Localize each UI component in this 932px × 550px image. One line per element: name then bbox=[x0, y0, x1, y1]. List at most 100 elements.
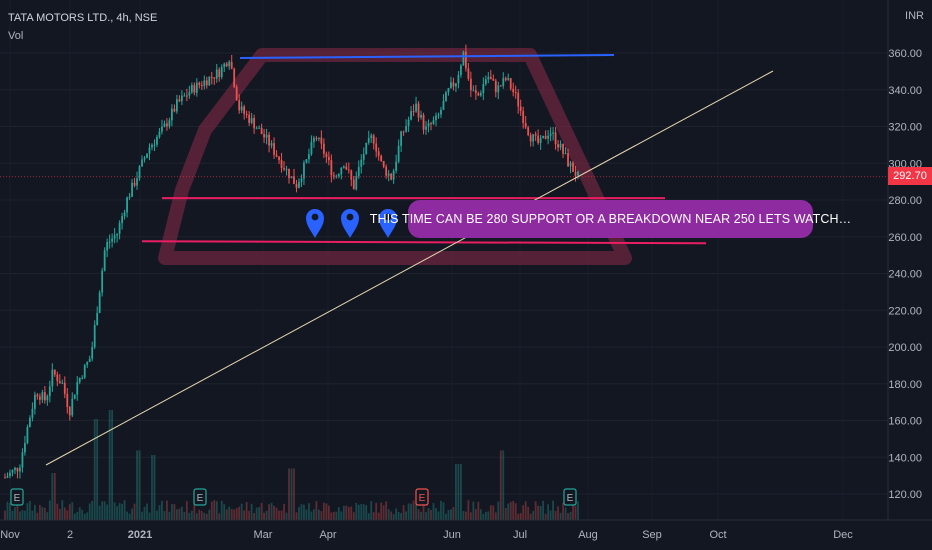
volume-bar bbox=[320, 511, 323, 520]
volume-bar bbox=[447, 509, 450, 520]
candle-body bbox=[223, 63, 226, 68]
volume-bar bbox=[430, 509, 432, 520]
candle-body bbox=[382, 160, 385, 167]
candle-body bbox=[46, 396, 49, 401]
candle-body bbox=[285, 168, 288, 170]
volume-bar bbox=[123, 500, 126, 520]
volume-bar bbox=[562, 502, 564, 520]
volume-bar bbox=[370, 501, 373, 520]
volume-bar bbox=[88, 503, 91, 520]
candle-body bbox=[263, 134, 265, 138]
earnings-e-icon[interactable]: E bbox=[193, 488, 207, 506]
volume-bar bbox=[113, 502, 116, 520]
volume-bar bbox=[337, 507, 340, 520]
candle-body bbox=[280, 160, 283, 169]
candle-body bbox=[544, 135, 547, 139]
candle-body bbox=[559, 143, 562, 148]
candle-body bbox=[6, 476, 9, 478]
volume-bar bbox=[387, 509, 390, 520]
candle-body bbox=[325, 153, 328, 158]
candle-body bbox=[183, 95, 186, 97]
candle-body bbox=[36, 394, 39, 397]
candle-body bbox=[143, 157, 146, 160]
volume-bar bbox=[322, 502, 325, 520]
candle-body bbox=[61, 382, 64, 384]
volume-bar bbox=[484, 511, 487, 520]
candle-body bbox=[133, 182, 136, 186]
volume-bar bbox=[537, 505, 540, 520]
volume-bar bbox=[410, 503, 412, 520]
volume-bar bbox=[397, 511, 400, 520]
currency-label[interactable]: INR bbox=[905, 10, 924, 22]
volume-bar bbox=[332, 511, 335, 520]
pin-hole bbox=[384, 213, 392, 221]
candle-body bbox=[452, 82, 455, 87]
candle-body bbox=[255, 128, 258, 130]
volume-bar bbox=[131, 508, 133, 520]
candle-body bbox=[128, 196, 131, 198]
candle-body bbox=[180, 95, 183, 102]
candle-body bbox=[567, 153, 569, 167]
current-price-value: 292.70 bbox=[893, 170, 927, 182]
candle-body bbox=[577, 171, 579, 176]
candle-body bbox=[455, 83, 457, 87]
x-tick-label: Apr bbox=[319, 529, 336, 541]
candle-body bbox=[38, 396, 41, 400]
volume-bar bbox=[9, 503, 11, 520]
volume-bar bbox=[350, 506, 353, 520]
volume-bar bbox=[432, 503, 435, 520]
candle-body bbox=[507, 78, 510, 80]
candle-body bbox=[173, 108, 176, 112]
location-pin-icon[interactable] bbox=[341, 209, 359, 238]
pin-shape bbox=[341, 209, 359, 238]
volume-bar bbox=[303, 504, 305, 520]
volume-bar bbox=[96, 419, 99, 520]
earnings-e-icon[interactable]: E bbox=[415, 488, 429, 506]
candle-body bbox=[504, 78, 507, 80]
candle-body bbox=[345, 166, 348, 170]
candle-body bbox=[352, 179, 355, 190]
candle-body bbox=[33, 394, 36, 409]
location-pin-icon[interactable] bbox=[379, 209, 397, 238]
x-tick-label: Aug bbox=[578, 529, 598, 541]
candle-body bbox=[482, 84, 485, 93]
volume-bar bbox=[163, 511, 166, 520]
volume-bar bbox=[564, 507, 567, 520]
volume-bar bbox=[325, 503, 328, 520]
candle-body bbox=[290, 176, 293, 179]
volume-bar bbox=[153, 455, 156, 520]
location-pin-icon[interactable] bbox=[306, 209, 324, 238]
candle-body bbox=[529, 135, 532, 142]
candle-body bbox=[76, 382, 79, 395]
volume-bar bbox=[310, 511, 313, 520]
candle-body bbox=[91, 347, 94, 359]
volume-bar bbox=[258, 507, 261, 520]
volume-bar bbox=[552, 500, 554, 520]
volume-bar bbox=[554, 510, 557, 520]
candle-body bbox=[557, 144, 559, 148]
pin-shape bbox=[306, 209, 324, 238]
volume-bar bbox=[445, 513, 447, 520]
volume-bar bbox=[435, 508, 437, 520]
volume-bar bbox=[213, 500, 216, 520]
volume-bar bbox=[437, 511, 440, 520]
candle-body bbox=[166, 123, 168, 127]
earnings-e-icon[interactable]: E bbox=[10, 488, 24, 506]
volume-bar bbox=[295, 512, 298, 520]
candle-body bbox=[517, 92, 520, 107]
y-tick-label: 260.00 bbox=[888, 232, 922, 244]
volume-bar bbox=[395, 508, 398, 520]
candle-body bbox=[56, 374, 59, 382]
volume-bar bbox=[223, 504, 226, 520]
candle-body bbox=[362, 154, 365, 160]
earnings-e-icon[interactable]: E bbox=[563, 488, 577, 506]
volume-bar bbox=[103, 501, 106, 520]
volume-bar bbox=[81, 509, 84, 520]
analysis-callout[interactable]: THIS TIME CAN BE 280 SUPPORT OR A BREAKD… bbox=[370, 200, 851, 238]
x-tick-label: Nov bbox=[0, 529, 20, 541]
volume-bar bbox=[240, 503, 243, 520]
volume-bar bbox=[472, 501, 475, 520]
candle-body bbox=[547, 135, 550, 139]
